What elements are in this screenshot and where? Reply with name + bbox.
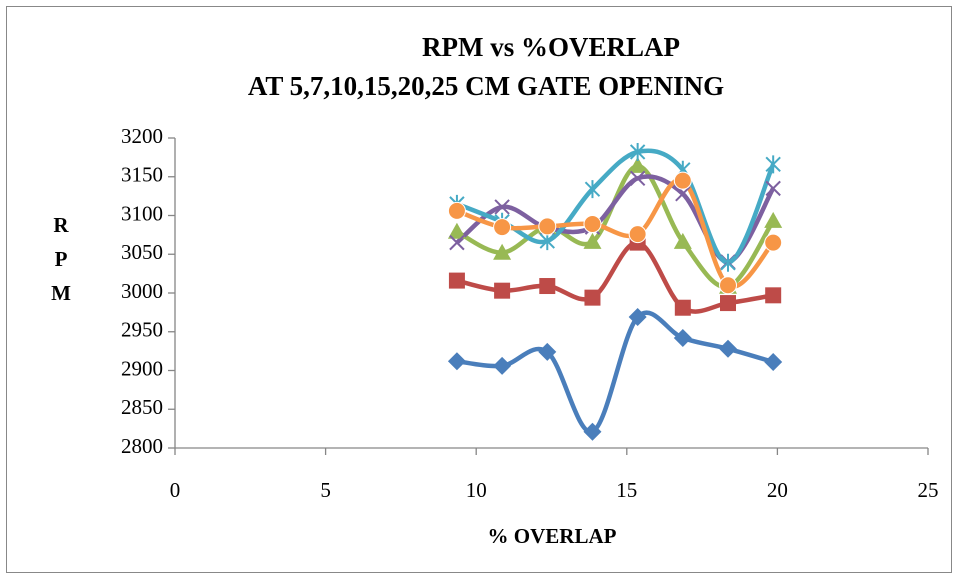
chart-title: AT 5,7,10,15,20,25 CM GATE OPENING — [248, 71, 724, 101]
marker — [675, 186, 691, 202]
marker — [447, 352, 466, 371]
y-tick-label: 3050 — [121, 240, 163, 264]
marker — [628, 308, 647, 327]
x-tick-label: 15 — [616, 478, 637, 502]
marker — [673, 328, 692, 347]
marker — [629, 170, 646, 187]
marker — [539, 278, 556, 295]
marker — [720, 295, 737, 312]
marker — [764, 233, 783, 252]
marker — [764, 352, 783, 371]
marker — [538, 217, 557, 236]
marker — [674, 299, 691, 316]
marker — [673, 171, 692, 190]
y-tick-label: 3000 — [121, 279, 163, 303]
marker — [765, 180, 781, 197]
marker — [494, 282, 511, 299]
marker — [583, 422, 602, 441]
marker — [765, 155, 781, 174]
marker — [583, 232, 602, 249]
marker — [673, 232, 692, 249]
x-tick-label: 25 — [918, 478, 939, 502]
y-tick-label: 2950 — [121, 318, 163, 342]
marker — [447, 201, 466, 220]
marker — [719, 276, 738, 295]
marker — [493, 356, 512, 375]
x-tick-label: 10 — [466, 478, 487, 502]
x-tick-label: 5 — [320, 478, 331, 502]
marker — [720, 253, 736, 272]
marker — [765, 287, 782, 304]
marker — [494, 199, 510, 215]
marker — [449, 234, 465, 251]
chart-title: RPM vs %OVERLAP — [422, 32, 680, 62]
marker — [448, 272, 465, 289]
y-tick-label: 2800 — [121, 434, 163, 458]
y-tick-label: 2850 — [121, 395, 163, 419]
y-tick-label: 3200 — [121, 124, 163, 148]
y-tick-label: 3100 — [121, 201, 163, 225]
x-axis-title: % OVERLAP — [488, 524, 617, 548]
marker — [764, 211, 783, 228]
y-tick-label: 3150 — [121, 163, 163, 187]
y-tick-label: 2900 — [121, 356, 163, 380]
x-tick-label: 0 — [170, 478, 181, 502]
marker — [629, 142, 646, 161]
marker — [583, 215, 602, 234]
series-line — [456, 310, 774, 434]
marker — [447, 222, 466, 239]
chart-frame — [6, 6, 952, 573]
marker — [493, 218, 512, 237]
marker — [628, 225, 647, 244]
marker — [628, 156, 647, 173]
marker — [493, 243, 512, 260]
marker — [584, 289, 601, 306]
marker — [584, 180, 601, 199]
marker — [719, 339, 738, 358]
x-tick-label: 20 — [767, 478, 788, 502]
marker — [538, 342, 557, 361]
